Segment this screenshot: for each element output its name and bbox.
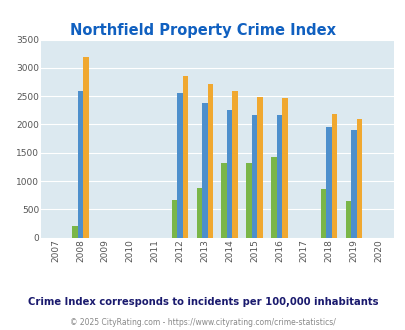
- Bar: [257, 97, 262, 238]
- Bar: [202, 103, 207, 238]
- Bar: [83, 56, 88, 238]
- Bar: [331, 114, 337, 238]
- Bar: [276, 115, 281, 238]
- Bar: [182, 76, 188, 238]
- Bar: [271, 157, 276, 238]
- Bar: [350, 130, 356, 238]
- Bar: [251, 115, 257, 238]
- Bar: [320, 189, 326, 238]
- Text: © 2025 CityRating.com - https://www.cityrating.com/crime-statistics/: © 2025 CityRating.com - https://www.city…: [70, 318, 335, 327]
- Bar: [196, 188, 202, 238]
- Text: Northfield Property Crime Index: Northfield Property Crime Index: [70, 23, 335, 38]
- Bar: [226, 110, 232, 238]
- Bar: [207, 84, 213, 238]
- Bar: [171, 200, 177, 238]
- Bar: [232, 91, 237, 238]
- Bar: [221, 163, 226, 238]
- Bar: [77, 91, 83, 238]
- Bar: [246, 163, 251, 238]
- Bar: [177, 93, 182, 238]
- Bar: [345, 201, 350, 238]
- Bar: [72, 226, 77, 238]
- Text: Crime Index corresponds to incidents per 100,000 inhabitants: Crime Index corresponds to incidents per…: [28, 297, 377, 307]
- Bar: [326, 127, 331, 238]
- Bar: [356, 119, 361, 238]
- Bar: [281, 98, 287, 238]
